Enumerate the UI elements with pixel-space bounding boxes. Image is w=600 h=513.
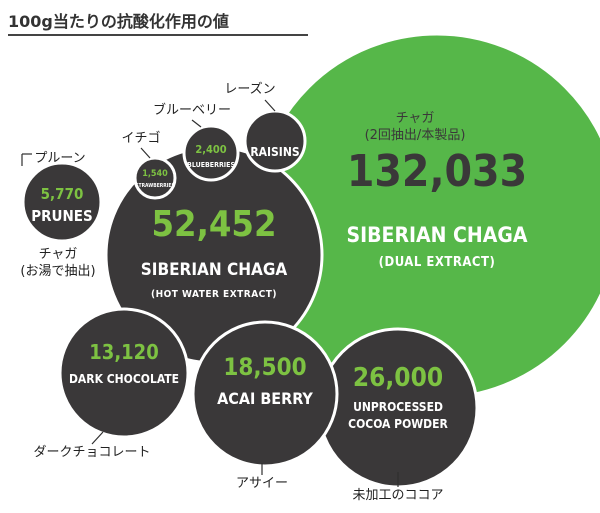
bubble-value-5: 5,770 xyxy=(41,185,84,203)
bubble-name-0: SIBERIAN CHAGA xyxy=(347,223,528,247)
bubble-sub-0: (DUAL EXTRACT) xyxy=(379,255,496,270)
bubble-sub-1: (HOT WATER EXTRACT) xyxy=(151,289,277,300)
jp-label-0-0: チャガ xyxy=(396,111,435,126)
bubble-value-1: 52,452 xyxy=(152,204,277,245)
leader-line-6 xyxy=(191,119,202,128)
bubble-name-6: BLUEBERRIES xyxy=(187,161,235,169)
leader-line-8 xyxy=(264,99,276,112)
bubble-value-7: 1,540 xyxy=(142,169,168,179)
bubble-5 xyxy=(21,161,103,243)
bubble-value-0: 132,033 xyxy=(347,146,527,197)
bubble-7 xyxy=(133,156,177,200)
bubble-4 xyxy=(58,307,190,439)
jp-label-4: ダークチョコレート xyxy=(33,445,150,460)
bubble-value-3: 18,500 xyxy=(223,353,306,381)
bubble-value-6: 2,400 xyxy=(195,143,226,156)
bubble-name-3: ACAI BERRY xyxy=(217,389,313,408)
jp-label-7: イチゴ xyxy=(121,130,160,146)
bubble-name-5: PRUNES xyxy=(31,207,92,225)
jp-label-5: プルーン xyxy=(34,151,85,166)
jp-label-3: アサイー xyxy=(236,476,288,491)
bubble-value-4: 13,120 xyxy=(89,340,158,364)
jp-label-6: ブルーベリー xyxy=(153,102,231,118)
bubble-name-1: SIBERIAN CHAGA xyxy=(141,260,288,280)
bubble-name-2-1: COCOA POWDER xyxy=(348,417,448,431)
bubble-8 xyxy=(243,109,307,173)
bubble-value-2: 26,000 xyxy=(353,363,443,393)
bubble-name-7: STRAWBERRIES xyxy=(135,183,174,189)
jp-label-1-0: チャガ xyxy=(39,247,78,262)
bubble-name-2-0: UNPROCESSED xyxy=(353,400,443,414)
jp-label-2: 未加工のココア xyxy=(352,488,443,503)
jp-label-1-1: (お湯で抽出) xyxy=(20,264,95,279)
jp-label-8: レーズン xyxy=(224,81,275,97)
bubble-name-8: RAISINS xyxy=(250,145,299,159)
bubble-6 xyxy=(182,124,240,182)
jp-label-0-1: (2回抽出/本製品) xyxy=(365,128,466,143)
leader-line-7 xyxy=(140,147,151,159)
chart-title: 100g当たりの抗酸化作用の値 xyxy=(8,12,229,31)
leader-line-4 xyxy=(91,431,104,445)
title-underline xyxy=(8,34,308,36)
bubble-name-4: DARK CHOCOLATE xyxy=(69,372,179,386)
bubble-3 xyxy=(191,320,339,468)
